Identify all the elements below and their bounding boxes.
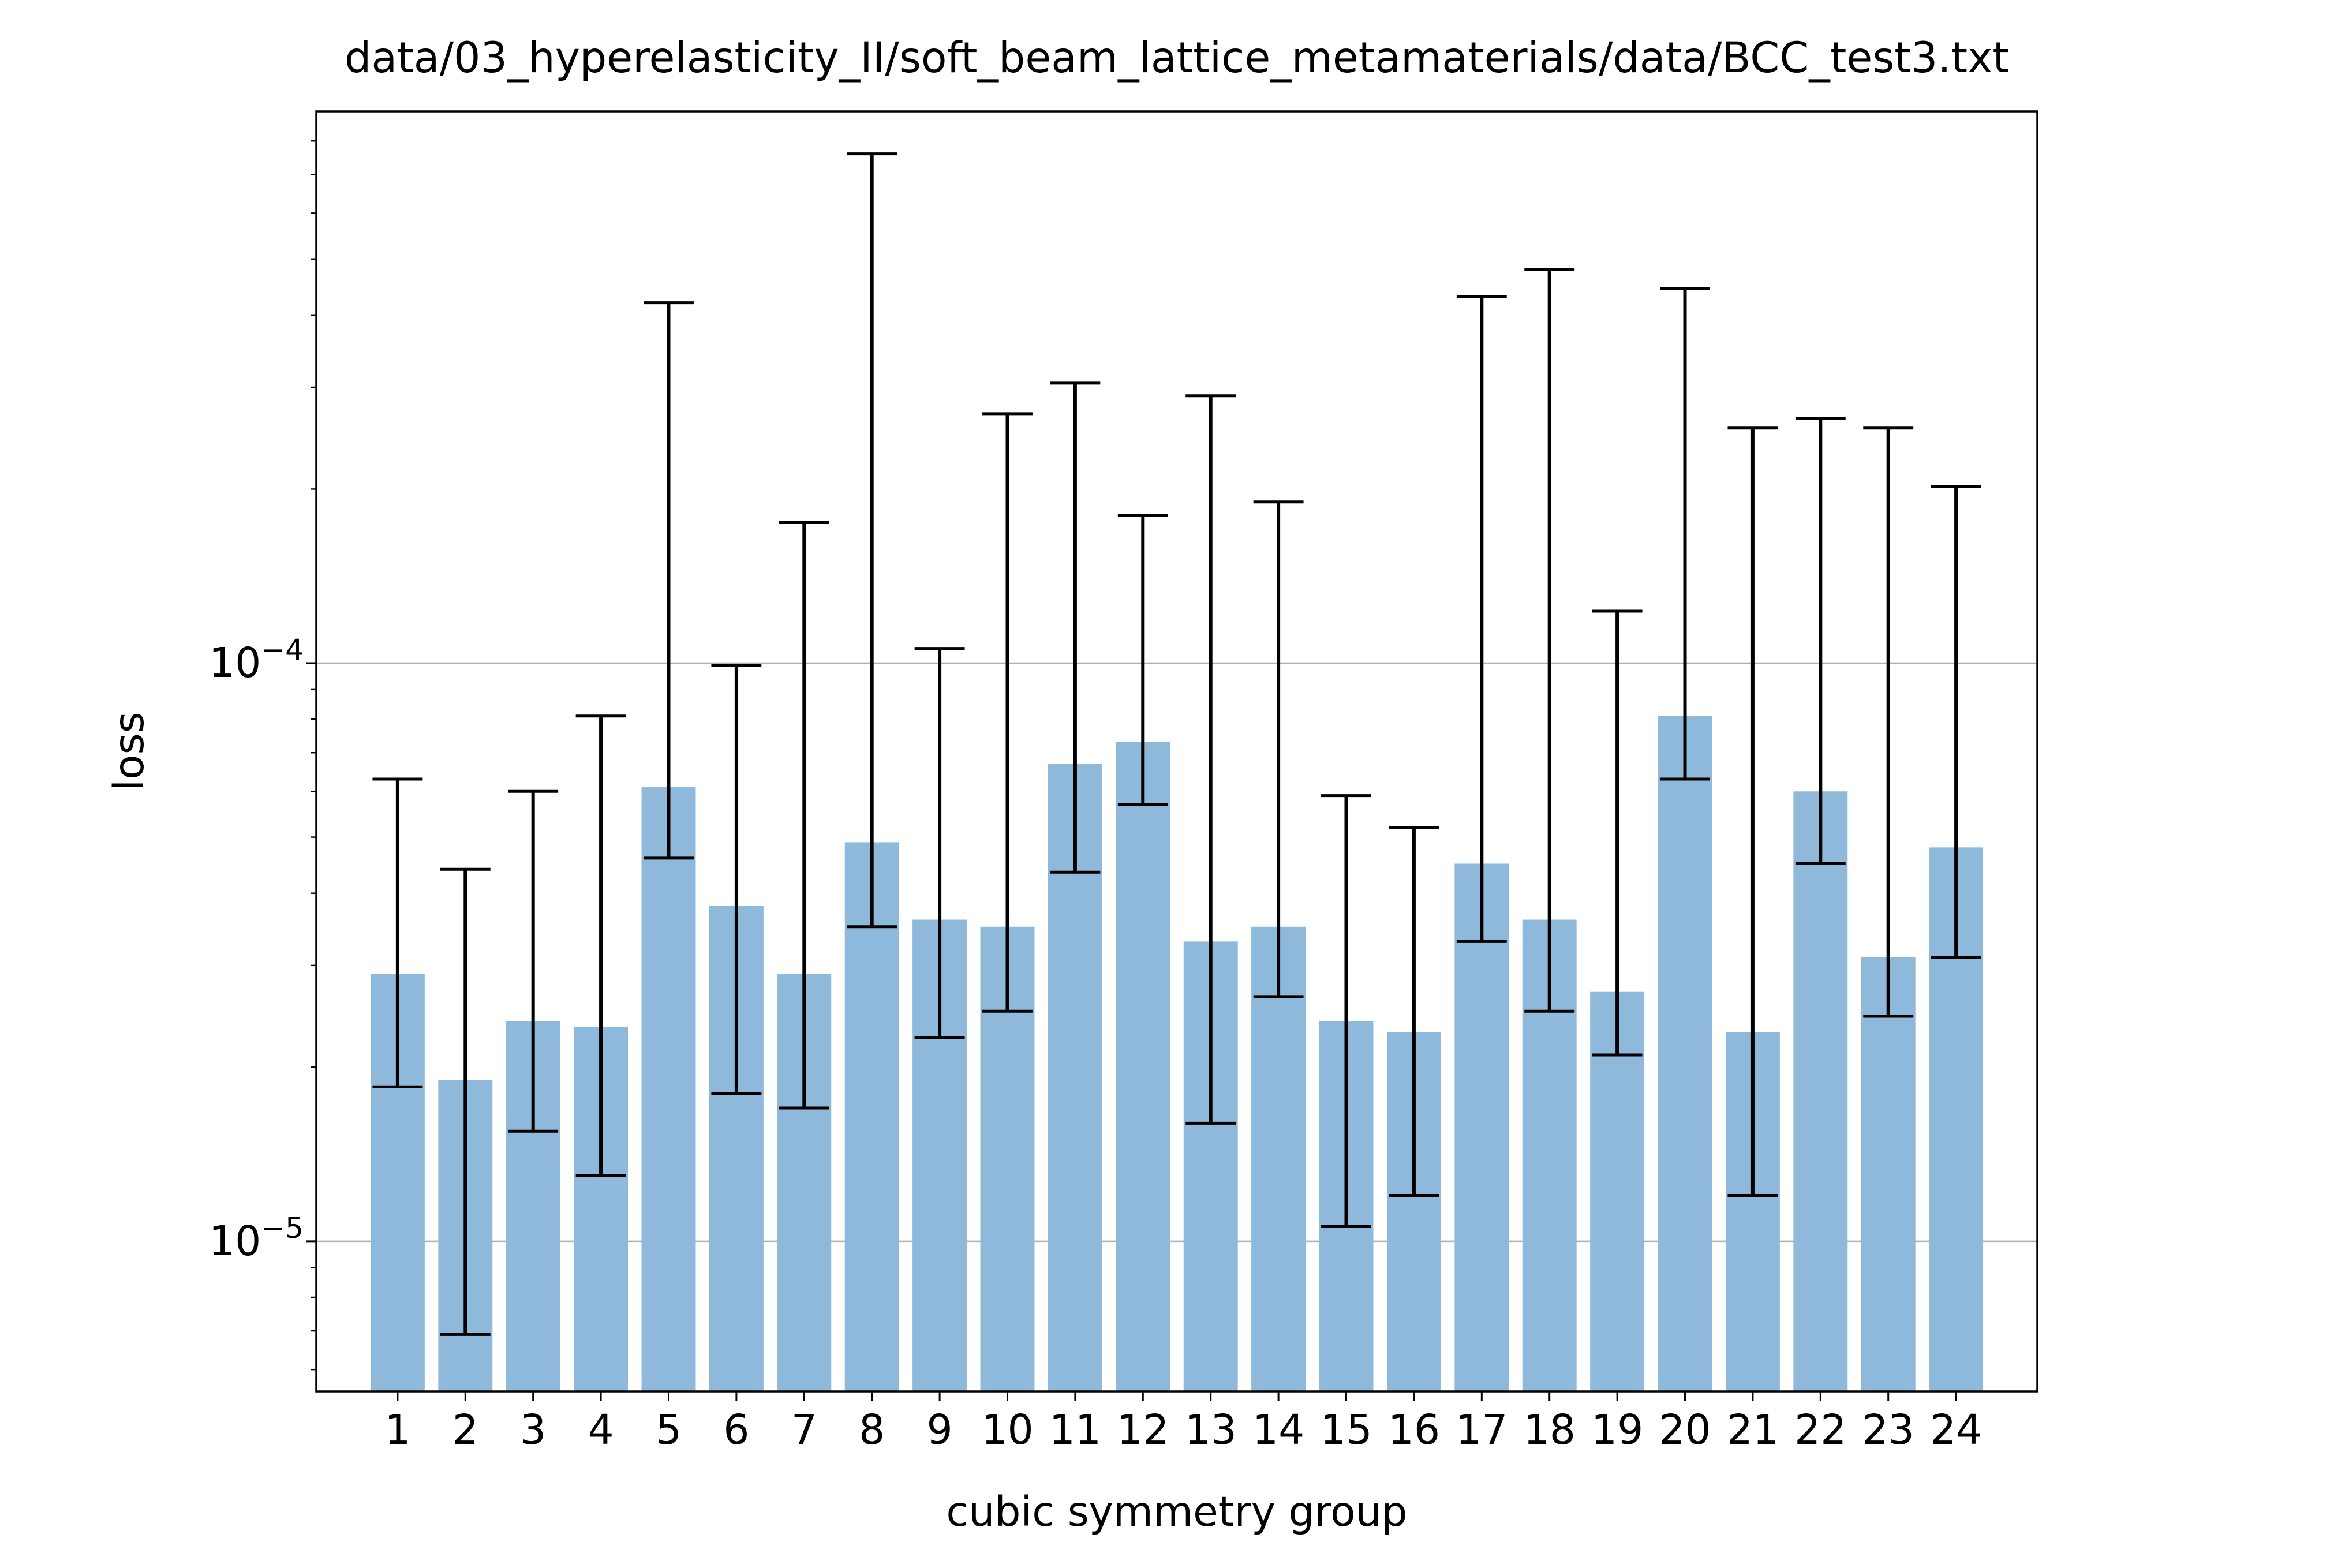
x-tick-label: 1 — [384, 1406, 410, 1454]
bar — [1116, 742, 1170, 1391]
x-tick-label: 20 — [1659, 1406, 1711, 1454]
x-axis-label: cubic symmetry group — [946, 1488, 1407, 1536]
x-tick-label: 6 — [723, 1406, 749, 1454]
bar — [1454, 863, 1509, 1391]
error-bars — [372, 152, 1981, 1336]
x-tick-label: 24 — [1930, 1406, 1982, 1454]
x-tick-label: 21 — [1727, 1406, 1779, 1454]
x-tick-label: 23 — [1862, 1406, 1914, 1454]
bar — [1251, 926, 1306, 1391]
x-tick-label: 12 — [1117, 1406, 1169, 1454]
x-tick-label: 3 — [520, 1406, 546, 1454]
x-tick-label: 11 — [1049, 1406, 1101, 1454]
x-tick-label: 8 — [859, 1406, 885, 1454]
x-tick-label: 15 — [1320, 1406, 1372, 1454]
x-axis-ticks: 1 2 3 4 5 6 7 8 9 10 11 12 13 14 15 16 17 18 19 20 21 22 23 24 — [384, 1391, 1982, 1454]
x-tick-label: 5 — [656, 1406, 682, 1454]
x-tick-label: 19 — [1591, 1406, 1643, 1454]
bar — [844, 842, 899, 1391]
y-axis-label: loss — [105, 712, 153, 791]
bar — [1861, 957, 1916, 1391]
x-tick-label: 13 — [1185, 1406, 1237, 1454]
bar — [641, 787, 696, 1391]
y-tick-label: 10−5 — [209, 1211, 304, 1265]
x-tick-label: 17 — [1456, 1406, 1508, 1454]
x-tick-label: 22 — [1794, 1406, 1846, 1454]
x-tick-label: 2 — [452, 1406, 478, 1454]
x-tick-label: 16 — [1388, 1406, 1440, 1454]
x-tick-label: 9 — [927, 1406, 953, 1454]
y-axis-ticks: 10−5 10−4 — [209, 140, 316, 1371]
x-tick-label: 7 — [791, 1406, 817, 1454]
chart-title: data/03_hyperelasticity_II/soft_beam_lat… — [345, 33, 2009, 83]
y-tick-label: 10−4 — [209, 633, 304, 687]
x-tick-label: 14 — [1252, 1406, 1304, 1454]
plot-frame — [315, 110, 2038, 1393]
bar — [1590, 991, 1645, 1391]
bars — [370, 716, 1984, 1391]
x-tick-label: 18 — [1524, 1406, 1576, 1454]
x-tick-label: 10 — [981, 1406, 1033, 1454]
x-tick-label: 4 — [588, 1406, 614, 1454]
bar — [1793, 791, 1848, 1391]
bar — [1658, 716, 1712, 1391]
